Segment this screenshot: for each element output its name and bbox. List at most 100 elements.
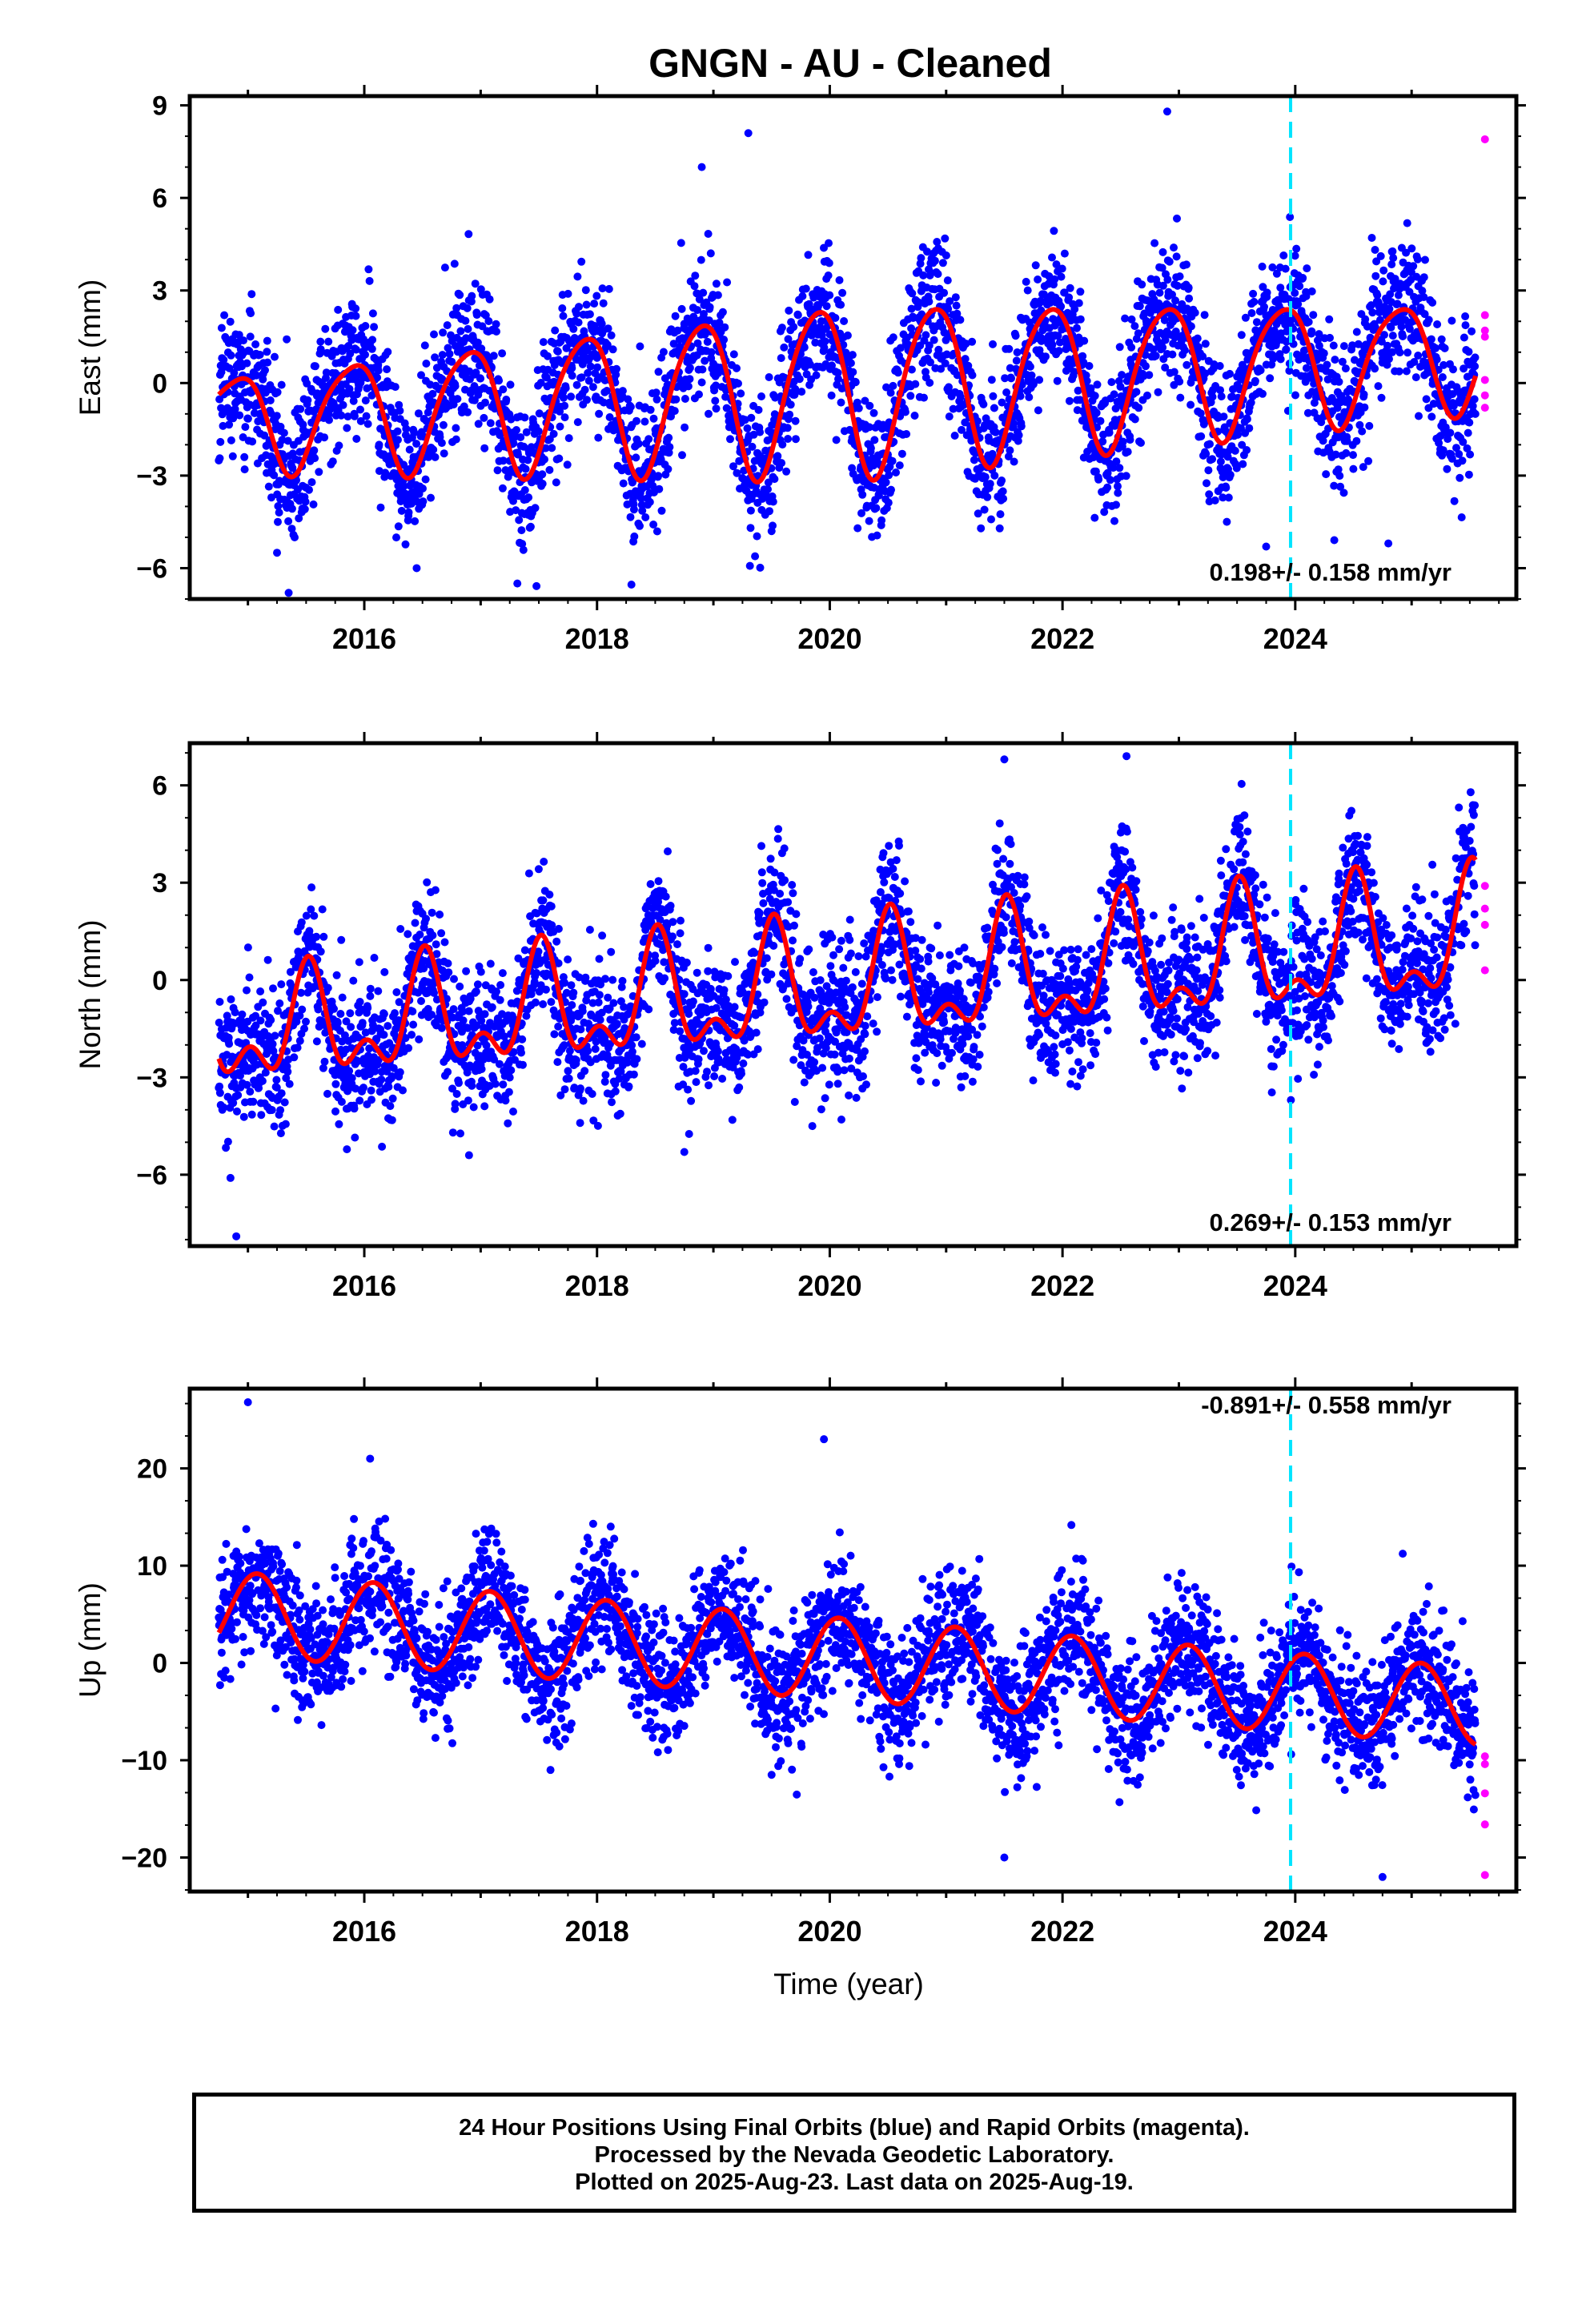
- final-orbit-point: [545, 465, 554, 474]
- final-orbit-point: [404, 1043, 413, 1052]
- final-orbit-point: [235, 411, 244, 420]
- final-orbit-point: [402, 424, 411, 433]
- final-orbit-point: [238, 1010, 247, 1019]
- x-tick-label: 2022: [1030, 622, 1094, 655]
- final-orbit-point: [295, 514, 303, 523]
- final-orbit-point: [552, 937, 561, 946]
- final-orbit-point: [921, 331, 930, 340]
- final-orbit-point: [556, 422, 564, 431]
- final-orbit-point: [338, 993, 347, 1002]
- final-orbit-point: [584, 376, 593, 385]
- final-orbit-point: [603, 387, 611, 395]
- final-orbit-point: [275, 999, 284, 1007]
- final-orbit-point: [973, 416, 982, 425]
- final-orbit-point: [254, 417, 263, 426]
- final-orbit-point: [1115, 464, 1124, 472]
- final-orbit-point: [379, 1010, 388, 1019]
- final-orbit-point: [280, 1098, 289, 1107]
- final-orbit-point: [1471, 353, 1480, 362]
- final-orbit-point: [485, 295, 494, 304]
- final-orbit-point: [1093, 380, 1102, 389]
- final-orbit-point: [1466, 450, 1475, 459]
- final-orbit-point: [624, 1082, 633, 1091]
- final-orbit-point: [853, 524, 862, 533]
- final-orbit-point: [1395, 367, 1403, 376]
- final-orbit-point: [588, 1090, 596, 1098]
- final-orbit-point: [874, 491, 883, 500]
- final-orbit-point: [989, 392, 998, 400]
- final-orbit-point: [1118, 437, 1127, 446]
- final-orbit-point: [1419, 273, 1428, 282]
- final-orbit-point: [350, 1104, 359, 1113]
- final-orbit-point: [1162, 107, 1171, 116]
- final-orbit-point: [363, 420, 372, 428]
- final-orbit-point: [1411, 373, 1420, 382]
- final-orbit-point: [843, 331, 852, 340]
- final-orbit-point: [249, 1097, 258, 1106]
- final-orbit-point: [1073, 324, 1081, 332]
- final-orbit-point: [219, 356, 228, 364]
- final-orbit-point: [733, 364, 741, 372]
- final-orbit-point: [1413, 255, 1422, 263]
- final-orbit-point: [509, 439, 518, 448]
- final-orbit-point: [355, 1096, 364, 1105]
- final-orbit-point: [1155, 288, 1164, 297]
- final-orbit-point: [542, 985, 550, 994]
- final-orbit-point: [800, 343, 809, 352]
- final-orbit-point: [601, 1071, 610, 1080]
- final-orbit-point: [1031, 261, 1040, 270]
- final-orbit-point: [231, 1008, 239, 1017]
- x-tick-label: 2016: [332, 622, 396, 655]
- final-orbit-point: [396, 406, 404, 415]
- final-orbit-point: [1282, 345, 1291, 354]
- final-orbit-point: [715, 318, 724, 327]
- chart-title: GNGN - AU - Cleaned: [648, 41, 1052, 86]
- final-orbit-point: [892, 468, 900, 476]
- final-orbit-point: [1191, 308, 1199, 317]
- final-orbit-point: [225, 420, 234, 429]
- final-orbit-point: [654, 472, 663, 480]
- final-orbit-point: [243, 986, 251, 995]
- final-orbit-point: [989, 340, 997, 348]
- final-orbit-point: [902, 430, 911, 438]
- y-tick-label: −6: [136, 553, 167, 584]
- final-orbit-point: [1070, 305, 1079, 313]
- final-orbit-point: [374, 987, 383, 995]
- final-orbit-point: [316, 337, 325, 346]
- final-orbit-point: [551, 326, 560, 335]
- final-orbit-point: [690, 282, 699, 291]
- final-orbit-point: [359, 1084, 367, 1092]
- final-orbit-point: [301, 497, 310, 506]
- final-orbit-point: [452, 435, 460, 444]
- final-orbit-point: [1122, 472, 1130, 480]
- final-orbit-point: [603, 340, 612, 349]
- final-orbit-point: [655, 485, 664, 493]
- final-orbit-point: [264, 482, 273, 491]
- final-orbit-point: [1352, 328, 1361, 336]
- final-orbit-point: [1055, 338, 1064, 347]
- final-orbit-point: [677, 239, 685, 247]
- final-orbit-point: [552, 478, 560, 487]
- final-orbit-point: [1078, 352, 1087, 360]
- final-orbit-point: [362, 412, 371, 420]
- final-orbit-point: [671, 312, 680, 320]
- final-orbit-point: [337, 1097, 346, 1106]
- final-orbit-point: [520, 486, 529, 494]
- final-orbit-point: [1359, 390, 1368, 399]
- final-orbit-point: [409, 1020, 418, 1029]
- final-orbit-point: [1185, 294, 1194, 303]
- final-orbit-point: [941, 234, 950, 243]
- final-orbit-point: [283, 335, 291, 344]
- final-orbit-point: [1341, 364, 1350, 373]
- final-orbit-point: [998, 398, 1006, 407]
- final-orbit-point: [444, 968, 453, 977]
- final-orbit-point: [987, 376, 996, 384]
- final-orbit-point: [356, 405, 364, 414]
- final-orbit-point: [780, 343, 789, 352]
- final-orbit-point: [509, 497, 517, 505]
- final-orbit-point: [1013, 348, 1022, 356]
- final-orbit-point: [564, 434, 573, 443]
- final-orbit-point: [321, 324, 330, 333]
- final-orbit-point: [949, 404, 958, 413]
- final-orbit-point: [419, 485, 427, 493]
